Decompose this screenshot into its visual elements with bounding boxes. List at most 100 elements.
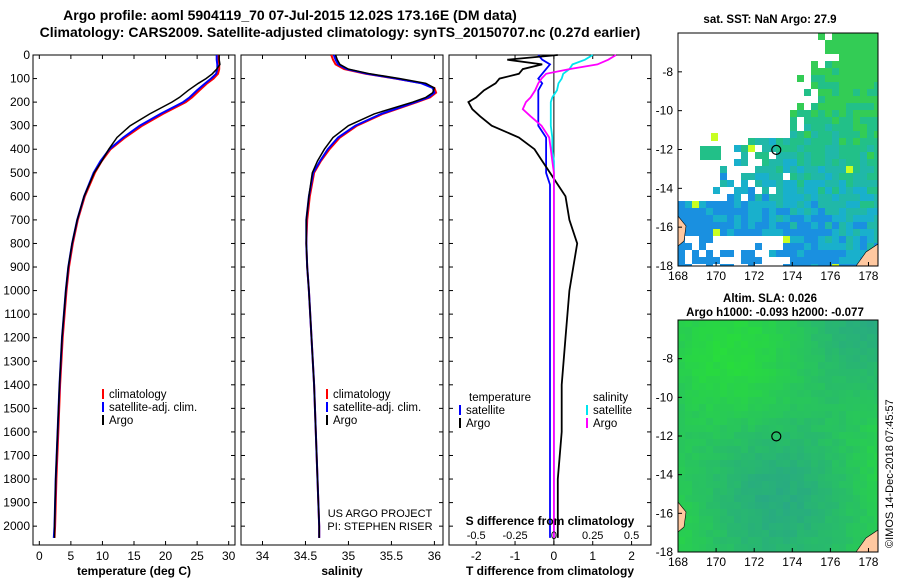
sst-cell: [818, 89, 825, 96]
sla-cell: [867, 495, 874, 502]
sst-cell: [741, 222, 748, 229]
sla-cell: [769, 327, 776, 334]
sst-cell: [853, 47, 860, 54]
sst-cell: [846, 103, 853, 110]
sst-cell: [776, 152, 783, 159]
argo-float-marker: [771, 431, 782, 442]
sla-cell: [734, 369, 741, 376]
sla-cell: [727, 327, 734, 334]
sla-cell: [846, 488, 853, 495]
depth-tick-label: 1700: [3, 448, 30, 462]
sla-cell: [790, 369, 797, 376]
map-y-tick-label: -16: [656, 220, 674, 234]
sla-cell: [727, 474, 734, 481]
sla-cell: [713, 334, 720, 341]
sst-cell: [776, 201, 783, 208]
sla-cell: [860, 439, 867, 446]
sst-cell: [811, 68, 818, 75]
sla-cell: [769, 411, 776, 418]
sla-cell: [755, 341, 762, 348]
sst-cell: [741, 180, 748, 187]
sla-cell: [804, 425, 811, 432]
sla-cell: [853, 404, 860, 411]
sla-cell: [804, 320, 811, 327]
sla-cell: [692, 523, 699, 530]
sla-cell: [818, 530, 825, 537]
sla-cell: [727, 453, 734, 460]
sla-cell: [769, 509, 776, 516]
sst-cell: [846, 250, 853, 257]
sst-cell: [860, 250, 867, 257]
sla-cell: [741, 453, 748, 460]
sla-cell: [692, 467, 699, 474]
sst-cell: [839, 152, 846, 159]
sla-cell: [692, 432, 699, 439]
sst-cell: [769, 194, 776, 201]
sla-cell: [762, 467, 769, 474]
sla-cell: [685, 509, 692, 516]
sla-cell: [867, 467, 874, 474]
sla-cell: [790, 425, 797, 432]
sst-cell: [839, 194, 846, 201]
sst-cell: [839, 40, 846, 47]
sst-cell: [825, 68, 832, 75]
sla-cell: [874, 404, 878, 411]
sst-cell: [692, 201, 699, 208]
profile-panels: 0100200300400500600700800900100011001200…: [3, 48, 652, 578]
sst-cell: [867, 54, 874, 61]
sla-cell: [699, 439, 706, 446]
sla-cell: [734, 425, 741, 432]
sla-cell: [699, 432, 706, 439]
sla-cell: [846, 383, 853, 390]
sst-cell: [769, 229, 776, 236]
sst-cell: [804, 264, 811, 266]
sst-cell: [832, 75, 839, 82]
sla-cell: [678, 334, 685, 341]
sla-cell: [839, 439, 846, 446]
sla-cell: [727, 411, 734, 418]
sst-cell: [783, 250, 790, 257]
sst-cell: [825, 82, 832, 89]
sla-cell: [713, 530, 720, 537]
sla-cell: [818, 425, 825, 432]
sla-cell: [853, 460, 860, 467]
x-tick-label: 1: [589, 549, 596, 563]
sla-cell: [804, 488, 811, 495]
sst-cell: [839, 110, 846, 117]
sst-cell: [797, 243, 804, 250]
sst-cell: [867, 166, 874, 173]
sla-cell: [874, 481, 878, 488]
sst-cell: [699, 215, 706, 222]
sla-cell: [783, 320, 790, 327]
sla-cell: [692, 383, 699, 390]
sst-cell: [874, 117, 878, 124]
sla-cell: [867, 362, 874, 369]
sla-cell: [825, 439, 832, 446]
sst-cell: [846, 166, 853, 173]
sla-cell: [860, 425, 867, 432]
sla-cell: [706, 516, 713, 523]
sla-cell: [832, 467, 839, 474]
sla-cell: [860, 495, 867, 502]
sla-cell: [699, 397, 706, 404]
sst-cell: [678, 264, 685, 266]
sst-cell: [874, 145, 878, 152]
sst-cell: [811, 61, 818, 68]
depth-tick-label: 200: [10, 95, 30, 109]
sla-cell: [699, 453, 706, 460]
sst-cell: [839, 264, 846, 266]
sla-cell: [685, 439, 692, 446]
sla-cell: [699, 355, 706, 362]
map-x-tick-label: 170: [706, 555, 726, 569]
sla-cell: [783, 383, 790, 390]
sla-cell: [762, 439, 769, 446]
sst-cell: [804, 166, 811, 173]
sst-cell: [769, 250, 776, 257]
sst-cell: [832, 222, 839, 229]
sst-cell: [790, 110, 797, 117]
sla-cell: [832, 530, 839, 537]
sst-cell: [853, 187, 860, 194]
sst-cell: [874, 54, 878, 61]
sst-cell: [811, 215, 818, 222]
sst-cell: [860, 152, 867, 159]
